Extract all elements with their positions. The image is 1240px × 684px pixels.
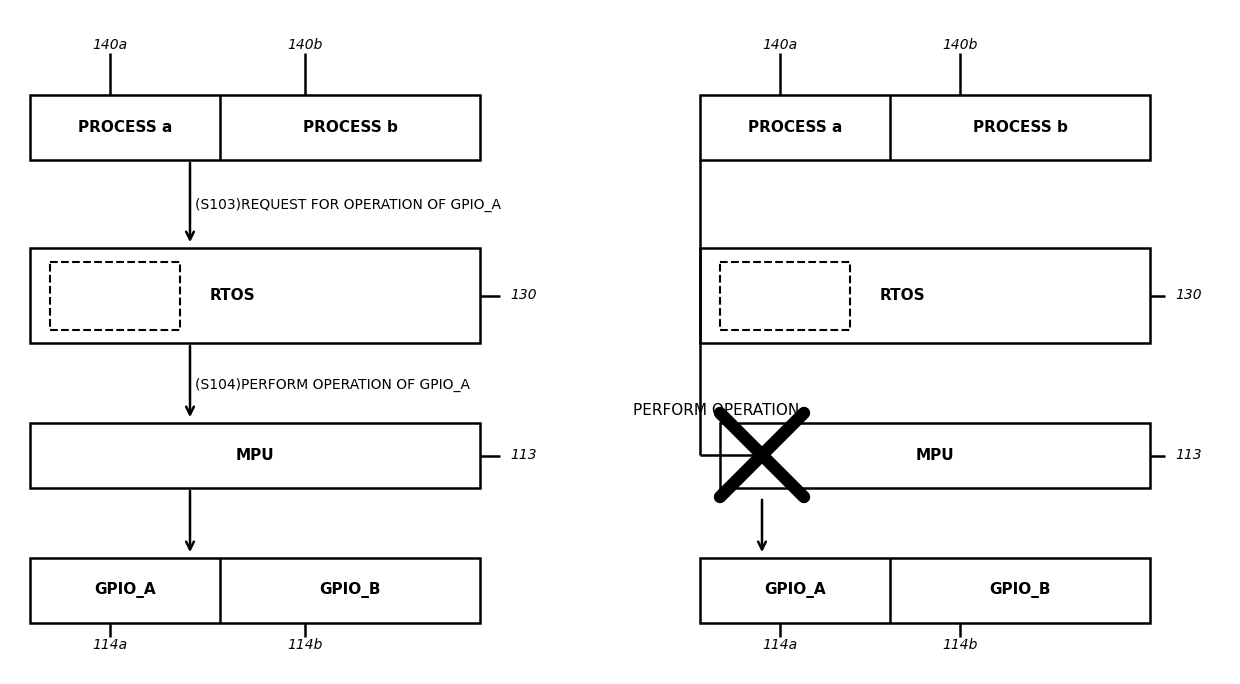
Text: 114b: 114b: [942, 638, 977, 652]
Text: 114a: 114a: [93, 638, 128, 652]
Text: 140b: 140b: [942, 38, 977, 52]
Bar: [701, 248, 1149, 343]
Text: API-a: API-a: [763, 289, 807, 304]
Bar: [701, 95, 1149, 160]
Text: PROCESS b: PROCESS b: [303, 120, 398, 135]
Text: PERFORM OPERATION: PERFORM OPERATION: [632, 403, 800, 418]
Text: GPIO_B: GPIO_B: [319, 583, 381, 598]
Text: PROCESS a: PROCESS a: [78, 120, 172, 135]
Text: API-a: API-a: [92, 289, 138, 304]
Bar: [30, 95, 480, 160]
Bar: [720, 423, 1149, 488]
Text: RTOS: RTOS: [210, 287, 255, 302]
Text: 130: 130: [510, 288, 537, 302]
Text: 113: 113: [510, 448, 537, 462]
Text: PROCESS a: PROCESS a: [748, 120, 842, 135]
Bar: [50, 262, 180, 330]
Text: 140b: 140b: [288, 38, 322, 52]
Text: GPIO_A: GPIO_A: [94, 583, 156, 598]
Text: MPU: MPU: [236, 448, 274, 463]
Bar: [30, 558, 480, 623]
Bar: [30, 423, 480, 488]
Text: 140a: 140a: [763, 38, 797, 52]
Text: 114b: 114b: [288, 638, 322, 652]
Text: 140a: 140a: [93, 38, 128, 52]
Text: 130: 130: [1176, 288, 1202, 302]
Bar: [701, 558, 1149, 623]
Bar: [720, 262, 849, 330]
Text: RTOS: RTOS: [880, 287, 925, 302]
Bar: [30, 248, 480, 343]
Text: MPU: MPU: [915, 448, 955, 463]
Text: (S104)PERFORM OPERATION OF GPIO_A: (S104)PERFORM OPERATION OF GPIO_A: [195, 378, 470, 392]
Text: 113: 113: [1176, 448, 1202, 462]
Text: 114a: 114a: [763, 638, 797, 652]
Text: GPIO_A: GPIO_A: [764, 583, 826, 598]
Text: (S103)REQUEST FOR OPERATION OF GPIO_A: (S103)REQUEST FOR OPERATION OF GPIO_A: [195, 198, 501, 212]
Text: GPIO_B: GPIO_B: [990, 583, 1050, 598]
Text: PROCESS b: PROCESS b: [972, 120, 1068, 135]
